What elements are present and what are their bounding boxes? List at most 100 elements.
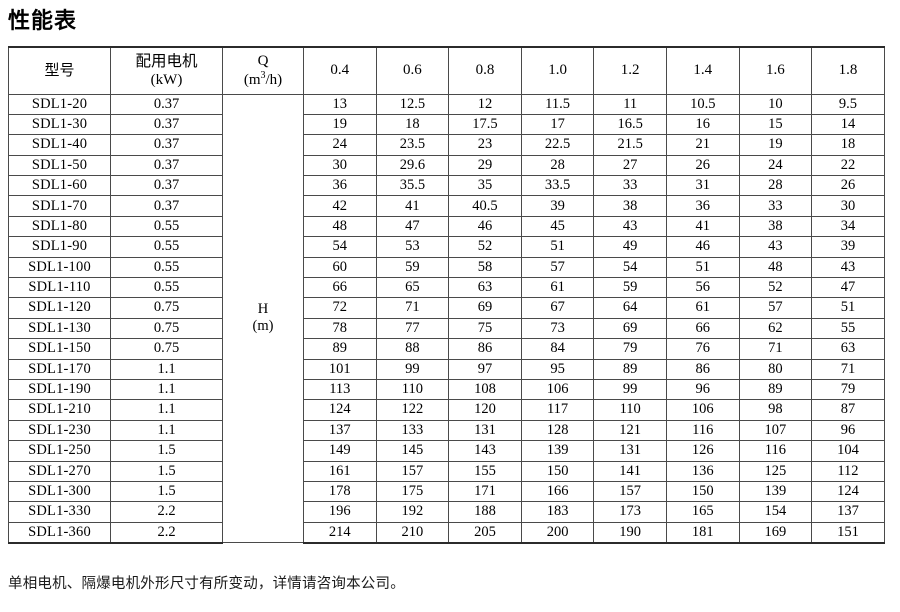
cell-head-value: 60 [303, 256, 377, 279]
cell-motor-power: 0.37 [110, 175, 223, 197]
cell-head-value: 23 [448, 134, 522, 156]
cell-model: SDL1-120 [8, 297, 111, 319]
cell-model: SDL1-270 [8, 460, 111, 482]
cell-head-value: 13 [303, 93, 377, 115]
head-symbol: H [257, 300, 269, 317]
cell-head-value: 97 [448, 358, 522, 380]
table-row: SDL1-210 1.1 124 122 120 117 110 106 98 87 [8, 399, 885, 421]
cell-head-value: 43 [738, 236, 813, 258]
cell-head-value: 33.5 [520, 175, 595, 197]
cell-head-value: 53 [375, 236, 450, 258]
cell-head-value: 157 [375, 460, 450, 482]
table-row: SDL1-300 1.5 178 175 171 166 157 150 139 124 [8, 480, 885, 503]
cell-head-value: 210 [375, 521, 450, 544]
cell-head-value: 41 [665, 215, 740, 238]
cell-head-value: 21 [665, 134, 740, 156]
performance-table-container: 型号 配用电机 (kW) Q (m3/h) 0.4 0.6 0.8 1.0 1.… [8, 46, 885, 544]
cell-head-value: 67 [520, 297, 595, 319]
cell-motor-power: 1.1 [110, 358, 223, 380]
cell-head-value: 19 [738, 134, 813, 156]
cell-head-value: 133 [375, 419, 450, 442]
cell-head-value: 14 [811, 113, 885, 136]
table-row: SDL1-30 0.37 19 18 17.5 17 16.5 16 15 14 [8, 113, 885, 136]
cell-head-value: 30 [811, 195, 885, 217]
cell-head-value: 12.5 [375, 93, 450, 115]
footnote-text: 单相电机、隔爆电机外形尺寸有所变动，详情请咨询本公司。 [8, 576, 405, 592]
cell-head-value: 181 [665, 521, 740, 544]
table-row: SDL1-20 0.37 H (m) 13 12.5 12 11.5 11 10.5 10 9.5 [8, 93, 885, 544]
cell-model: SDL1-250 [8, 440, 111, 462]
cell-head-value: 79 [593, 338, 667, 360]
cell-motor-power: 0.37 [110, 113, 223, 136]
cell-motor-power: 0.75 [110, 338, 223, 360]
cell-head-value: 19 [303, 113, 377, 136]
cell-model: SDL1-300 [8, 480, 111, 503]
cell-head-value: 51 [665, 256, 740, 279]
cell-head-value: 21.5 [593, 134, 667, 156]
cell-head-value: 192 [375, 501, 450, 523]
cell-head-value: 56 [665, 277, 740, 299]
cell-head-value: 59 [375, 256, 450, 279]
table-row: SDL1-130 0.75 78 77 75 73 69 66 62 55 [8, 317, 885, 340]
cell-head-value: 61 [665, 297, 740, 319]
cell-head-value: 84 [520, 338, 595, 360]
cell-head-value: 89 [303, 338, 377, 360]
cell-head-value: 157 [593, 480, 667, 503]
cell-head-value: 28 [520, 154, 595, 177]
cell-motor-power: 0.37 [110, 195, 223, 217]
cell-head-value: 69 [593, 317, 667, 340]
cell-head-value: 108 [448, 378, 522, 401]
table-row: SDL1-250 1.5 149 145 143 139 131 126 116 104 [8, 440, 885, 462]
cell-head-value: 88 [375, 338, 450, 360]
cell-model: SDL1-60 [8, 175, 111, 197]
cell-motor-power: 0.55 [110, 236, 223, 258]
cell-head-value: 143 [448, 440, 522, 462]
cell-head-value: 150 [665, 480, 740, 503]
cell-head-value: 116 [738, 440, 813, 462]
cell-head-value: 117 [520, 399, 595, 421]
cell-head-value: 137 [303, 419, 377, 442]
cell-head-value: 26 [811, 175, 885, 197]
cell-head-value: 18 [811, 134, 885, 156]
cell-head-value: 89 [738, 378, 813, 401]
table-row: SDL1-110 0.55 66 65 63 61 59 56 52 47 [8, 277, 885, 299]
cell-head-value: 124 [303, 399, 377, 421]
column-header-flow-symbol: Q [257, 52, 269, 69]
cell-head-value: 24 [303, 134, 377, 156]
cell-model: SDL1-30 [8, 113, 111, 136]
cell-head-value: 137 [811, 501, 885, 523]
table-row: SDL1-50 0.37 30 29.6 29 28 27 26 24 22 [8, 154, 885, 177]
cell-head-value: 36 [665, 195, 740, 217]
cell-head-value: 95 [520, 358, 595, 380]
column-header-motor-label: 配用电机 [135, 52, 198, 71]
cell-head-value: 121 [593, 419, 667, 442]
cell-head-value: 183 [520, 501, 595, 523]
cell-model: SDL1-20 [8, 93, 111, 115]
cell-head-value: 27 [593, 154, 667, 177]
cell-model: SDL1-190 [8, 378, 111, 401]
cell-head-value: 69 [448, 297, 522, 319]
column-header-flow-q: Q (m3/h) [222, 46, 304, 95]
cell-motor-power: 0.55 [110, 215, 223, 238]
cell-head-value: 64 [593, 297, 667, 319]
cell-head-value: 35 [448, 175, 522, 197]
table-row: SDL1-270 1.5 161 157 155 150 141 136 125 112 [8, 460, 885, 482]
table-row: SDL1-190 1.1 113 110 108 106 99 96 89 79 [8, 378, 885, 401]
cell-head-value: 46 [448, 215, 522, 238]
cell-head-value: 131 [593, 440, 667, 462]
cell-head-value: 139 [520, 440, 595, 462]
cell-head-value: 155 [448, 460, 522, 482]
cell-head-value: 47 [811, 277, 885, 299]
cell-head-value: 99 [375, 358, 450, 380]
column-header-flow-5: 1.4 [665, 46, 740, 95]
flow-unit-exponent: 3 [260, 70, 266, 82]
cell-head-value: 124 [811, 480, 885, 503]
table-row: SDL1-230 1.1 137 133 131 128 121 116 107 96 [8, 419, 885, 442]
cell-head-value: 43 [811, 256, 885, 279]
cell-head-value: 66 [303, 277, 377, 299]
cell-head-value: 58 [448, 256, 522, 279]
cell-head-value: 29 [448, 154, 522, 177]
page-title: 性能表 [8, 8, 78, 33]
cell-head-value: 122 [375, 399, 450, 421]
